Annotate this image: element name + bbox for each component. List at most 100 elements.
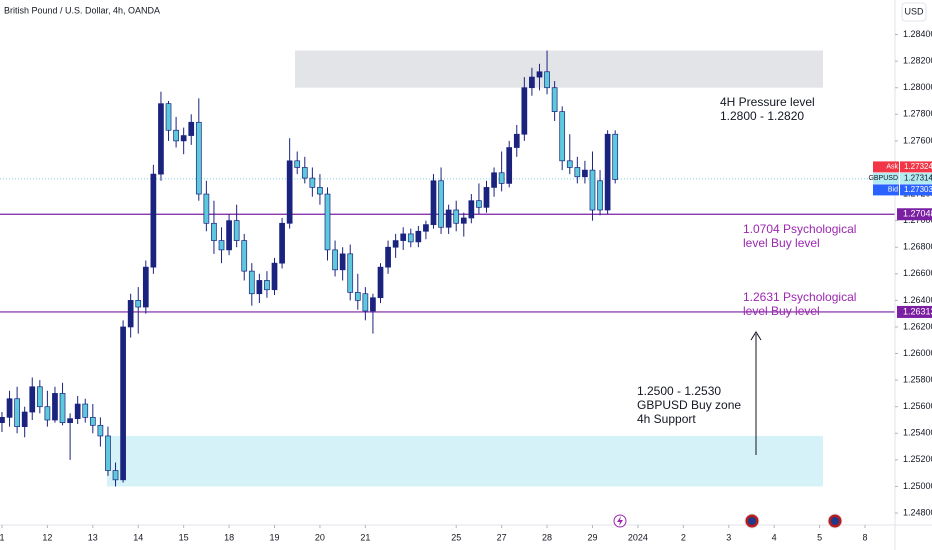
candle-body: [309, 177, 316, 188]
candle-body: [226, 220, 232, 251]
candle-body: [6, 398, 13, 418]
quote-tag-value: 1.27303: [904, 185, 932, 194]
candle-body: [150, 173, 157, 268]
currency[interactable]: USD: [904, 6, 924, 16]
quote-tag-box: [900, 184, 932, 196]
candle-body: [36, 386, 43, 408]
candle-body: [347, 253, 354, 293]
candle-body: [112, 470, 119, 481]
candle-body: [513, 133, 520, 148]
x-tick-label: 8: [863, 532, 868, 542]
annotation: 1.2631 Psychological: [743, 290, 856, 304]
candle-body: [203, 193, 210, 224]
candle-body: [604, 133, 611, 211]
candle-body: [89, 416, 96, 426]
level-tag-label: 1.26313: [903, 306, 932, 316]
candle-body: [423, 224, 429, 232]
candle-body: [506, 147, 513, 184]
candle-body: [453, 209, 460, 224]
candle-body: [82, 403, 89, 418]
candle-body: [256, 280, 263, 295]
candle-body: [180, 135, 187, 142]
candle-body: [362, 293, 369, 312]
quote-tag-name: Ask: [886, 164, 898, 171]
annotation: 1.2800 - 1.2820: [720, 109, 804, 123]
y-tick-label: 1.28200: [903, 56, 932, 66]
candle-body: [536, 71, 543, 78]
candle-body: [52, 393, 58, 421]
y-tick-label: 1.27800: [903, 109, 932, 119]
y-tick-label: 1.25200: [903, 454, 932, 464]
candle-body: [559, 111, 566, 162]
y-tick-label: 1.26600: [903, 268, 932, 278]
candle-body: [286, 160, 293, 224]
candle-body: [127, 300, 134, 328]
x-tick-label: 18: [224, 532, 234, 542]
candle-body: [498, 172, 505, 184]
x-tick-label: 28: [542, 532, 552, 542]
annotation: level Buy level: [743, 304, 820, 318]
annotation: 4h Support: [637, 412, 696, 426]
annotation: 1.2500 - 1.2530: [637, 384, 721, 398]
plot-area: [0, 50, 895, 487]
candle-body: [392, 240, 399, 248]
candle-body: [438, 180, 444, 228]
y-tick-label: 1.26800: [903, 242, 932, 252]
candle-body: [589, 169, 596, 211]
arrow: [750, 331, 762, 455]
candle-body: [445, 209, 452, 228]
candle-body: [317, 187, 323, 195]
candle-body: [476, 200, 482, 208]
x-tick-label: 15: [179, 532, 189, 542]
quote-tag-name: GBPUSD: [868, 175, 898, 182]
candle-body: [21, 411, 28, 427]
candle-body: [460, 217, 467, 224]
candle-body: [612, 133, 619, 180]
y-tick-label: 1.25600: [903, 401, 932, 411]
candle-body: [135, 300, 142, 308]
y-tick-label: 1.25400: [903, 428, 932, 438]
y-tick-label: 1.26400: [903, 295, 932, 305]
y-tick-label: 1.25800: [903, 375, 932, 385]
x-tick-label: 13: [88, 532, 98, 542]
x-tick-label: 14: [133, 532, 143, 542]
annotation: 1.0704 Psychological: [743, 222, 856, 236]
candle-body: [468, 200, 475, 219]
candle-body: [188, 121, 195, 136]
candle-body: [29, 386, 36, 413]
candle-body: [385, 246, 391, 268]
candle-body: [264, 280, 270, 291]
quote-tag-name: Bid: [888, 187, 898, 194]
candle-body: [142, 266, 149, 308]
candle-body: [566, 160, 573, 168]
candle-body: [544, 71, 550, 89]
y-tick-label: 1.26200: [903, 321, 932, 331]
x-tick-label: 25: [451, 532, 461, 542]
candle-body: [158, 103, 164, 175]
x-tick-label: 5: [817, 532, 822, 542]
zone: [107, 435, 823, 487]
candle-body: [354, 292, 361, 301]
candle-body: [241, 240, 248, 272]
event-icons: [613, 513, 843, 529]
candle-body: [551, 87, 558, 112]
annotation: GBPUSD Buy zone: [637, 398, 741, 412]
candle-body: [74, 403, 81, 420]
candle-body: [483, 187, 490, 208]
candle-body: [430, 180, 437, 225]
quote-tag-value: 1.27324: [904, 162, 932, 171]
x-tick-label: 2: [681, 532, 686, 542]
candle-body: [574, 167, 581, 178]
candle-body: [165, 103, 172, 131]
level-tag: [897, 305, 932, 318]
candle-body: [415, 230, 422, 243]
currency-box[interactable]: [901, 2, 927, 22]
candle-body: [248, 270, 255, 295]
y-tick-label: 1.28400: [903, 29, 932, 39]
candle-body: [332, 249, 338, 271]
candle-body: [597, 180, 603, 211]
candle-body: [0, 416, 5, 424]
candle-body: [218, 240, 225, 251]
candle-body: [339, 253, 346, 271]
